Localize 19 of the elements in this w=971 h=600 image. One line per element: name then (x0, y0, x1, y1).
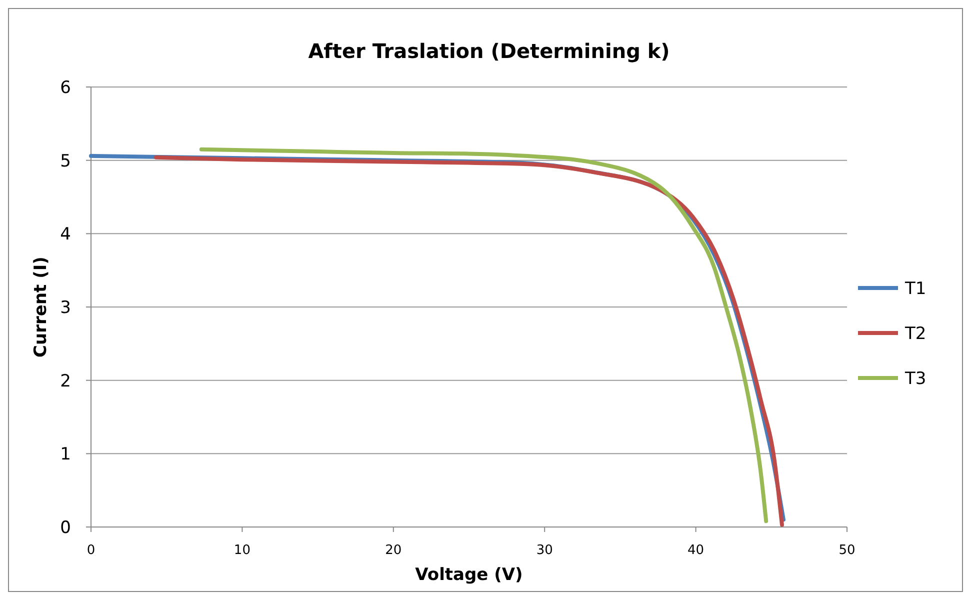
legend-label: T1 (904, 279, 926, 299)
y-axis-title: Current (I) (31, 256, 51, 358)
y-tick-label: 4 (60, 224, 71, 245)
y-tick-label: 1 (60, 444, 71, 465)
legend-label: T2 (904, 324, 926, 344)
y-tick-label: 3 (60, 298, 71, 318)
y-tick-label: 5 (60, 151, 71, 172)
x-tick-label: 20 (385, 543, 402, 558)
x-axis-title: Voltage (V) (415, 565, 523, 585)
x-tick-label: 10 (234, 543, 250, 558)
x-tick-label: 0 (86, 543, 96, 558)
x-tick-label: 30 (536, 543, 553, 558)
y-tick-label: 2 (60, 371, 71, 392)
chart-title: After Traslation (Determining k) (308, 39, 670, 63)
y-tick-label: 0 (60, 518, 71, 538)
legend-label: T3 (904, 369, 926, 389)
x-tick-label: 50 (838, 543, 856, 558)
y-tick-label: 6 (60, 78, 71, 98)
x-tick-label: 40 (688, 543, 704, 558)
